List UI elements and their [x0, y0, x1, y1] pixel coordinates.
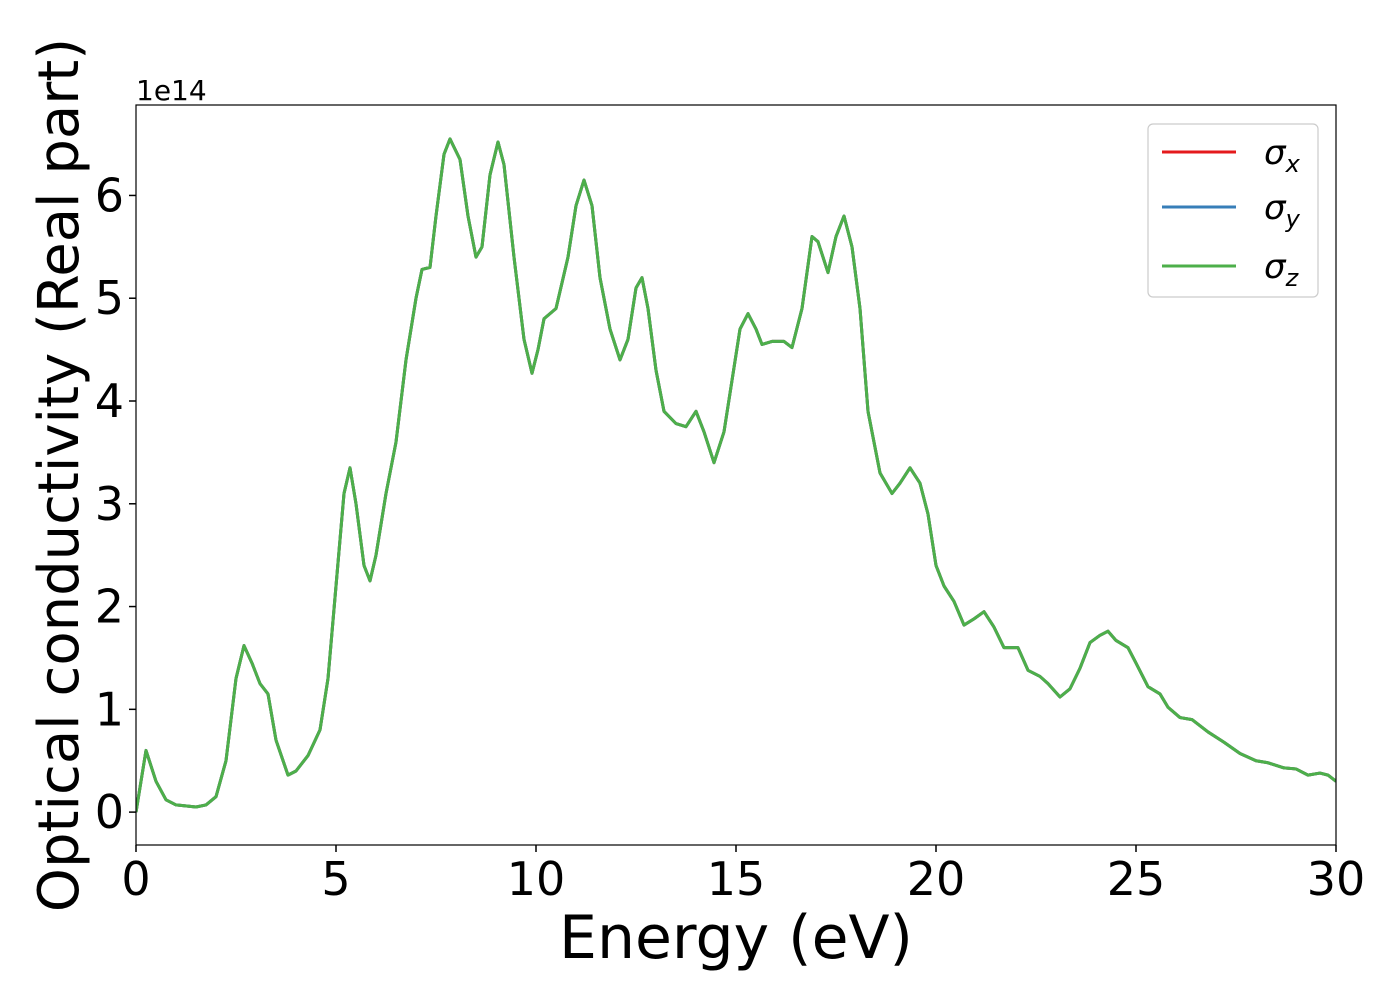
x-tick-label: 0 [121, 852, 150, 906]
y-offset-label: 1e14 [136, 74, 207, 107]
y-tick-label: 6 [95, 168, 124, 222]
series-line [136, 137, 1336, 813]
x-tick-label: 25 [1107, 852, 1166, 906]
legend-box [1147, 123, 1319, 298]
y-tick-label: 5 [95, 271, 124, 325]
y-tick-label: 4 [95, 374, 124, 428]
x-tick-label: 30 [1307, 852, 1366, 906]
x-axis-label: Energy (eV) [559, 903, 913, 973]
y-tick-label: 1 [95, 682, 124, 736]
legend-label: σy [1264, 188, 1301, 233]
legend-label: σx [1264, 133, 1301, 178]
x-tick-label: 15 [707, 852, 766, 906]
y-tick-label: 2 [95, 580, 124, 634]
plot-frame [135, 104, 1337, 846]
x-tick-label: 5 [321, 852, 350, 906]
x-tick-label: 20 [907, 852, 966, 906]
legend-label: σz [1264, 247, 1300, 292]
y-tick-label: 0 [95, 785, 124, 839]
y-axis-label: Optical conductivity (Real part) [27, 38, 92, 912]
y-tick-label: 3 [95, 477, 124, 531]
x-tick-label: 10 [507, 852, 566, 906]
